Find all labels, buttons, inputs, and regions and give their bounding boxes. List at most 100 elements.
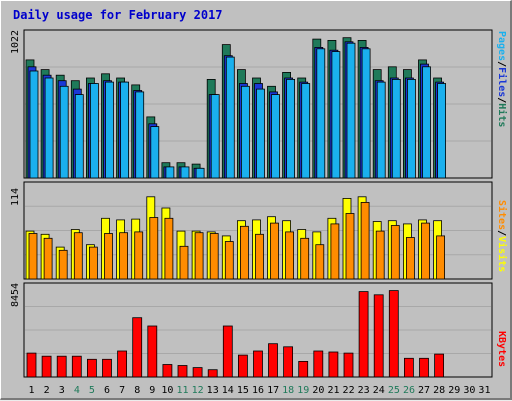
kbytes-bar xyxy=(71,355,82,378)
legend-item: Visits xyxy=(496,236,508,272)
sites-bar xyxy=(405,237,415,280)
day-label: 24 xyxy=(373,385,385,396)
pages-bar xyxy=(437,83,447,179)
legend-item: / xyxy=(496,97,507,103)
day-label: 28 xyxy=(433,385,445,396)
day-label: 1 xyxy=(29,385,35,396)
sites-bar xyxy=(360,201,370,280)
sites-bar xyxy=(315,244,325,280)
sites-bar xyxy=(104,233,113,280)
pages-bar xyxy=(225,56,235,179)
ymax-label: 8454 xyxy=(10,283,21,307)
pages-bar xyxy=(180,166,190,179)
pages-bar xyxy=(256,88,265,179)
day-label: 2 xyxy=(44,385,50,396)
day-label: 15 xyxy=(237,385,249,396)
kbytes-bar xyxy=(162,364,173,378)
legend-item: Hits xyxy=(496,103,508,127)
ymax-label: 114 xyxy=(10,188,21,206)
sites-bar xyxy=(134,231,144,280)
day-label: 14 xyxy=(222,385,234,396)
sites-bar xyxy=(179,245,189,280)
sites-bar xyxy=(28,233,38,280)
pages-bar xyxy=(316,48,326,179)
day-label: 25 xyxy=(388,385,400,396)
pages-bar xyxy=(195,167,205,179)
sites-bar xyxy=(390,225,400,280)
legend-item: Files xyxy=(496,67,508,97)
sites-bar xyxy=(345,213,355,280)
sites-bar xyxy=(239,225,249,280)
day-label: 7 xyxy=(119,385,125,396)
kbytes-bar xyxy=(419,357,429,378)
kbytes-bar xyxy=(253,350,263,378)
day-label: 23 xyxy=(358,385,370,396)
legend-item: KBytes xyxy=(496,331,507,367)
kbytes-bar xyxy=(434,353,445,378)
day-label: 4 xyxy=(74,385,80,396)
pages-bar xyxy=(301,83,311,179)
kbytes-bar xyxy=(132,317,143,378)
pages-bar xyxy=(376,81,386,179)
kbytes-bar xyxy=(102,358,112,378)
kbytes-bar xyxy=(373,294,384,378)
legend-item: Pages xyxy=(496,31,507,61)
sites-bar xyxy=(436,235,446,280)
kbytes-bar xyxy=(268,343,278,378)
kbytes-bar xyxy=(147,325,158,378)
legend-item: / xyxy=(496,230,507,236)
sites-bar xyxy=(58,249,68,280)
kbytes-bar xyxy=(298,360,309,378)
kbytes-bar xyxy=(237,354,248,378)
legend-item: Sites xyxy=(496,200,508,230)
pages-bar xyxy=(29,70,39,179)
sites-bar xyxy=(330,223,340,280)
day-label: 5 xyxy=(89,385,95,396)
pages-bar xyxy=(74,94,84,179)
kbytes-bar xyxy=(87,358,97,378)
kbytes-bar xyxy=(117,350,127,378)
pages-bar xyxy=(422,66,431,179)
legend-hits-files-pages: Pages/Files/Hits xyxy=(496,31,508,127)
kbytes-bar xyxy=(328,351,339,378)
pages-bar xyxy=(150,126,160,179)
day-label: 20 xyxy=(312,385,324,396)
day-label: 22 xyxy=(343,385,355,396)
day-label: 12 xyxy=(192,385,204,396)
kbytes-bar xyxy=(207,369,218,378)
sites-bar xyxy=(149,217,159,280)
legend-sites-visits: Sites/Visits xyxy=(496,200,508,272)
sites-bar xyxy=(164,217,174,280)
pages-bar xyxy=(271,94,280,179)
legend-item: / xyxy=(496,61,507,67)
day-label: 18 xyxy=(282,385,294,396)
pages-bar xyxy=(59,85,69,179)
pages-bar xyxy=(361,48,371,179)
kbytes-bar xyxy=(403,357,414,378)
sites-bar xyxy=(421,222,430,280)
sites-bar xyxy=(285,231,295,280)
pages-bar xyxy=(210,94,220,179)
sites-bar xyxy=(375,230,385,280)
pages-bar xyxy=(135,91,145,179)
day-label: 16 xyxy=(252,385,264,396)
day-label: 13 xyxy=(207,385,219,396)
pages-bar xyxy=(105,81,114,179)
ymax-label: 1022 xyxy=(10,30,21,54)
day-label: 6 xyxy=(104,385,110,396)
day-label: 9 xyxy=(149,385,155,396)
pages-bar xyxy=(406,79,416,179)
kbytes-bar xyxy=(192,367,203,378)
day-label: 30 xyxy=(463,385,475,396)
sites-bar xyxy=(43,237,53,280)
day-label: 29 xyxy=(448,385,460,396)
kbytes-bar xyxy=(313,350,324,378)
day-label: 17 xyxy=(267,385,279,396)
kbytes-bar xyxy=(283,346,294,378)
day-label: 19 xyxy=(297,385,309,396)
kbytes-bar xyxy=(56,355,67,378)
pages-bar xyxy=(44,77,54,179)
day-label: 27 xyxy=(418,385,430,396)
